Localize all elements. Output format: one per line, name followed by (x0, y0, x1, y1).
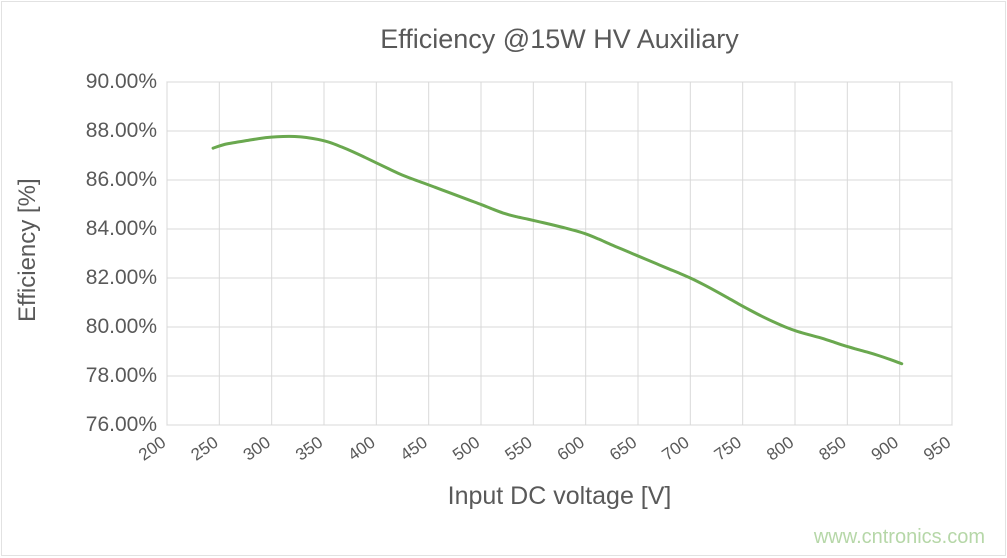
svg-text:200: 200 (135, 433, 169, 465)
svg-text:350: 350 (292, 433, 326, 465)
svg-text:86.00%: 86.00% (86, 168, 157, 191)
svg-text:900: 900 (868, 433, 902, 465)
svg-text:750: 750 (711, 433, 745, 465)
svg-text:600: 600 (554, 433, 588, 465)
svg-text:500: 500 (449, 433, 483, 465)
svg-text:700: 700 (658, 433, 692, 465)
svg-text:80.00%: 80.00% (86, 315, 157, 338)
svg-text:800: 800 (763, 433, 797, 465)
svg-text:82.00%: 82.00% (86, 266, 157, 289)
svg-text:950: 950 (920, 433, 954, 465)
svg-text:76.00%: 76.00% (86, 413, 157, 436)
svg-text:250: 250 (187, 433, 221, 465)
svg-text:84.00%: 84.00% (86, 217, 157, 240)
svg-text:850: 850 (815, 433, 849, 465)
svg-text:650: 650 (606, 433, 640, 465)
svg-text:550: 550 (501, 433, 535, 465)
svg-text:300: 300 (240, 433, 274, 465)
svg-text:90.00%: 90.00% (86, 70, 157, 93)
svg-text:450: 450 (397, 433, 431, 465)
svg-text:400: 400 (344, 433, 378, 465)
svg-text:88.00%: 88.00% (86, 119, 157, 142)
svg-text:78.00%: 78.00% (86, 364, 157, 387)
